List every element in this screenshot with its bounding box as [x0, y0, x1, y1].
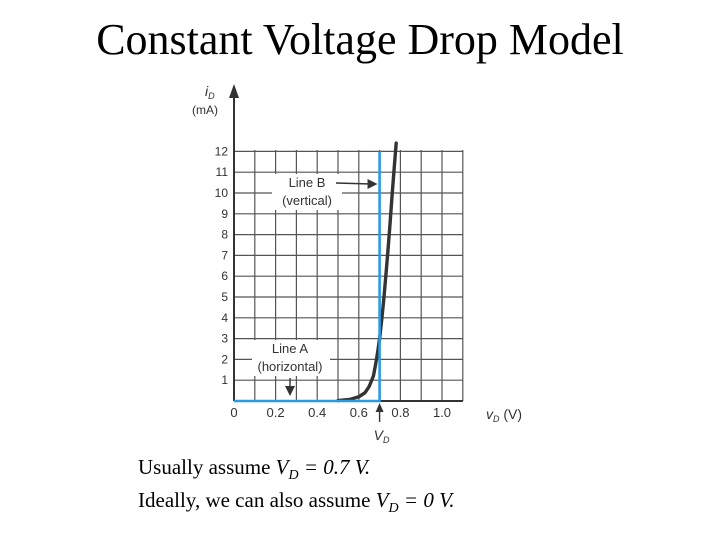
y-tick-label: 4	[221, 311, 228, 325]
y-tick-label: 12	[215, 144, 229, 158]
caption-line-1: Usually assume VD = 0.7 V.	[138, 455, 371, 484]
caption-line-2: Ideally, we can also assume VD = 0 V.	[138, 488, 455, 517]
x-tick-label: 0.2	[267, 405, 285, 420]
y-tick-label: 7	[221, 248, 228, 262]
x-axis-label: vD (V)	[486, 406, 522, 424]
model-line	[234, 151, 381, 403]
x-tick-label: 1.0	[433, 405, 451, 420]
y-tick-label: 6	[221, 269, 228, 283]
line-a-sublabel: (horizontal)	[257, 359, 322, 374]
x-tick-label: 0.4	[308, 405, 326, 420]
y-tick-label: 1	[221, 373, 228, 387]
y-tick-label: 3	[221, 332, 228, 346]
y-tick-label: 10	[215, 186, 229, 200]
line-a-label-bg	[252, 340, 330, 376]
vd-label: VD	[374, 427, 390, 445]
vd-arrowhead	[375, 403, 384, 412]
y-tick-label: 5	[221, 290, 228, 304]
y-axis-label: iD	[205, 83, 215, 101]
line-b-arrowhead	[367, 179, 378, 189]
y-tick-label: 9	[221, 207, 228, 221]
line-b-label: Line B	[289, 175, 326, 190]
slide-title: Constant Voltage Drop Model	[96, 15, 624, 64]
y-tick-label: 2	[221, 352, 228, 366]
y-axis-arrow	[229, 84, 239, 98]
y-tick-label: 8	[221, 228, 228, 242]
x-tick-label: 0.6	[350, 405, 368, 420]
y-axis-unit: (mA)	[192, 103, 218, 117]
line-b-label-bg	[272, 174, 342, 210]
y-tick-label: 11	[216, 165, 229, 179]
line-a-arrowhead	[285, 386, 295, 396]
line-b-sublabel: (vertical)	[282, 193, 332, 208]
line-a-label: Line A	[272, 341, 308, 356]
x-tick-label: 0.8	[391, 405, 409, 420]
x-tick-label: 0	[230, 405, 237, 420]
diode-curve	[336, 141, 398, 403]
line-b-arrow	[335, 182, 372, 185]
